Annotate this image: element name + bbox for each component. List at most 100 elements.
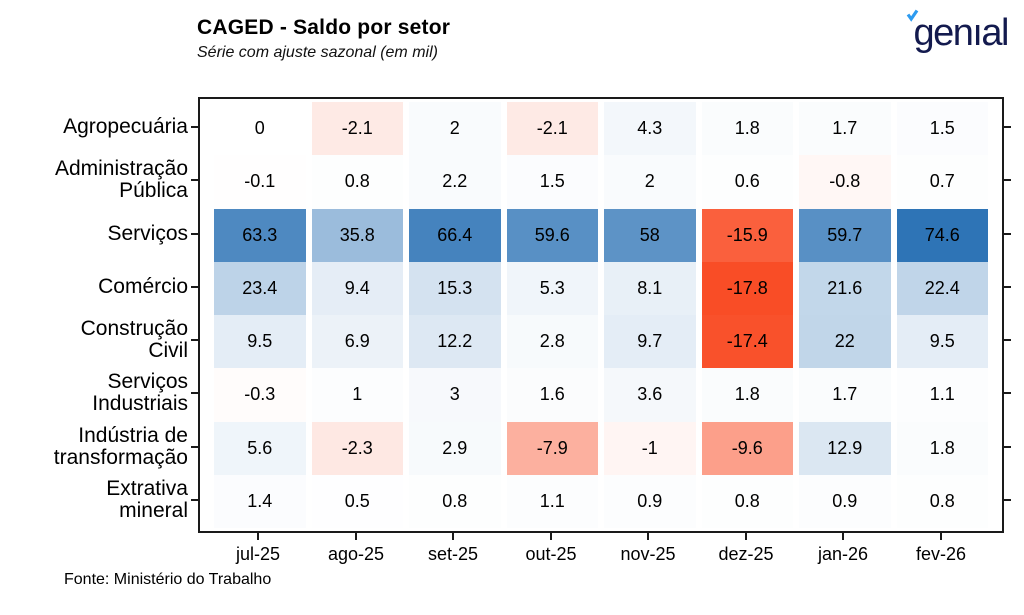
heatmap-cell: 2.9 [409,421,501,475]
heatmap-cell: 22.4 [896,261,988,315]
heatmap-cell: 15.3 [409,261,501,315]
y-axis-label: Serviços Industriais [92,369,188,415]
heatmap-cell: -15.9 [701,208,793,262]
heatmap-cell: 5.3 [506,261,598,315]
heatmap-cell: 9.4 [311,261,403,315]
heatmap-cell: 12.2 [409,315,501,369]
heatmap-cell: 1.6 [506,368,598,422]
heatmap-cell: 0.9 [799,474,891,528]
heatmap-cell: 58 [604,208,696,262]
heatmap-cell: -0.8 [799,155,891,209]
logo-checkmark-icon [906,9,919,22]
heatmap-cell: 63.3 [214,208,306,262]
heatmap-cell: -0.1 [214,155,306,209]
heatmap-cell: -2.3 [311,421,403,475]
axis-tick [1004,445,1011,448]
x-axis-label: jan-26 [817,544,869,564]
axis-tick [1004,338,1011,341]
heatmap-cell: -0.3 [214,368,306,422]
heatmap-cell: 9.5 [214,315,306,369]
heatmap-cell: 1.7 [799,368,891,422]
heatmap-cell: 59.6 [506,208,598,262]
axis-tick [191,285,198,288]
heatmap-cell: 1.5 [896,102,988,156]
axis-tick [355,533,357,540]
axis-tick [940,533,942,540]
heatmap-cell: 0.9 [604,474,696,528]
heatmap-cell: 12.9 [799,421,891,475]
heatmap-cell: -1 [604,421,696,475]
axis-tick [550,533,552,540]
axis-tick [842,533,844,540]
axis-tick [191,445,198,448]
heatmap-cell: 3 [409,368,501,422]
heatmap-cell: -2.1 [506,102,598,156]
axis-tick [745,533,747,540]
genial-logo: genıal [878,9,1009,62]
heatmap-cell: 1.5 [506,155,598,209]
heatmap-cell: 23.4 [214,261,306,315]
axis-tick [1004,285,1011,288]
axis-tick [1004,391,1011,394]
heatmap-cell: 3.6 [604,368,696,422]
x-axis-label: nov-25 [620,544,676,564]
heatmap-cell: 0.7 [896,155,988,209]
heatmap-cell: 1.8 [701,368,793,422]
heatmap-cell: -17.4 [701,315,793,369]
heatmap-cell: 1 [311,368,403,422]
source-note: Fonte: Ministério do Trabalho [64,571,272,588]
y-axis-label: Serviços [107,221,188,245]
axis-tick [647,533,649,540]
x-axis-label: set-25 [427,544,479,564]
heatmap-cell: 9.5 [896,315,988,369]
heatmap-cell: 2 [604,155,696,209]
axis-tick [191,232,198,235]
x-axis-label: jul-25 [235,544,281,564]
axis-tick [191,125,198,128]
y-axis-label: Agropecuária [63,114,188,138]
heatmap-cell: 66.4 [409,208,501,262]
heatmap-cell: 35.8 [311,208,403,262]
heatmap-cell: 0 [214,102,306,156]
x-axis-label: ago-25 [327,544,385,564]
heatmap-cell: 0.8 [701,474,793,528]
y-axis-label: Indústria de transformação [53,423,188,469]
heatmap-cell: 5.6 [214,421,306,475]
heatmap-cell: -2.1 [311,102,403,156]
heatmap-cell: 0.8 [311,155,403,209]
axis-tick [1004,498,1011,501]
heatmap-cell: 2.8 [506,315,598,369]
heatmap-chart: 0 -2.1 2 -2.1 4.3 1.8 1.7 1.5 -0.1 0.8 2.2 1.5 2 0.6-… [0,97,1024,577]
axis-tick [191,391,198,394]
heatmap-cell: 1.1 [896,368,988,422]
axis-tick [1004,232,1011,235]
heatmap-cell: 9.7 [604,315,696,369]
x-axis-label: fev-26 [915,544,967,564]
heatmap-cell: -17.8 [701,261,793,315]
heatmap-cell: 2.2 [409,155,501,209]
y-axis-label: Administração Pública [54,156,188,202]
axis-tick [191,178,198,181]
heatmap-cell: 74.6 [896,208,988,262]
heatmap-cell: 59.7 [799,208,891,262]
heatmap-cell: -9.6 [701,421,793,475]
x-axis-label: out-25 [525,544,577,564]
axis-tick [257,533,259,540]
heatmap-grid: 0 -2.1 2 -2.1 4.3 1.8 1.7 1.5 -0.1 0.8 2.2 1.5 2 0.6-… [198,97,1004,533]
heatmap-cell: 0.8 [409,474,501,528]
heatmap-cell: 4.3 [604,102,696,156]
heatmap-cell: 22 [799,315,891,369]
x-axis-label: dez-25 [718,544,774,564]
heatmap-cell: 0.8 [896,474,988,528]
axis-tick [191,338,198,341]
heatmap-cell: 6.9 [311,315,403,369]
axis-tick [1004,125,1011,128]
axis-tick [191,498,198,501]
y-axis-label: Construção Civil [80,316,188,362]
axis-tick [452,533,454,540]
heatmap-cell: -7.9 [506,421,598,475]
heatmap-cell: 0.5 [311,474,403,528]
heatmap-cell: 1.7 [799,102,891,156]
axis-tick [1004,178,1011,181]
